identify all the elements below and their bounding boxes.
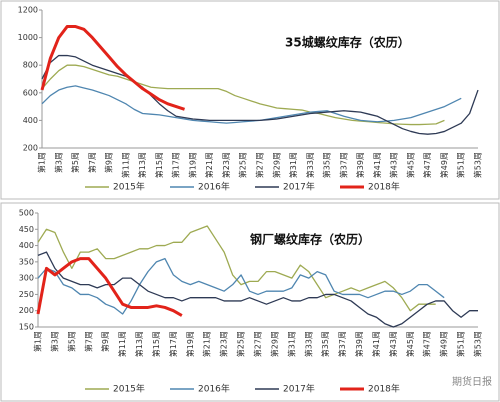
legend-label: 2015年 bbox=[113, 383, 145, 395]
line-series bbox=[41, 64, 445, 126]
x-tick-label: 第1周 bbox=[37, 152, 47, 173]
legend-label: 2018年 bbox=[368, 383, 400, 395]
x-tick-label: 第37周 bbox=[337, 331, 347, 357]
x-tick-label: 第9周 bbox=[100, 331, 110, 352]
y-tick-label: 200 bbox=[23, 144, 38, 153]
x-tick-label: 第33周 bbox=[305, 152, 315, 178]
x-tick-label: 第51周 bbox=[456, 152, 466, 178]
chart-title: 35城螺纹库存（农历） bbox=[285, 35, 410, 50]
x-tick-label: 第53周 bbox=[473, 152, 483, 178]
x-tick-label: 第49周 bbox=[439, 152, 449, 178]
x-tick-label: 第33周 bbox=[303, 331, 313, 357]
x-tick-label: 第7周 bbox=[87, 152, 97, 173]
line-series bbox=[37, 257, 445, 315]
x-tick-label: 第53周 bbox=[473, 331, 483, 357]
x-tick-label: 第21周 bbox=[202, 331, 212, 357]
x-tick-label: 第35周 bbox=[322, 152, 332, 178]
x-tick-label: 第15周 bbox=[151, 331, 161, 357]
x-tick-label: 第23周 bbox=[221, 152, 231, 178]
line-series bbox=[36, 257, 183, 317]
x-tick-label: 第43周 bbox=[388, 331, 398, 357]
y-tick-label: 150 bbox=[19, 323, 34, 332]
x-tick-label: 第21周 bbox=[204, 152, 214, 178]
x-tick-label: 第27周 bbox=[255, 152, 265, 178]
x-tick-label: 第31周 bbox=[288, 152, 298, 178]
bottom-panel bbox=[0, 202, 500, 402]
y-tick-label: 1000 bbox=[18, 33, 38, 42]
line-series bbox=[40, 25, 186, 111]
y-tick-label: 450 bbox=[19, 225, 34, 234]
y-tick-label: 1200 bbox=[18, 6, 38, 15]
x-tick-label: 第47周 bbox=[422, 152, 432, 178]
x-tick-label: 第13周 bbox=[137, 152, 147, 178]
legend-label: 2016年 bbox=[198, 383, 230, 395]
x-tick-label: 第3周 bbox=[49, 331, 59, 352]
y-tick-label: 800 bbox=[23, 61, 38, 70]
x-tick-label: 第9周 bbox=[104, 152, 114, 173]
line-series bbox=[41, 54, 479, 135]
x-tick-label: 第41周 bbox=[372, 152, 382, 178]
x-tick-label: 第19周 bbox=[185, 331, 195, 357]
x-tick-label: 第17周 bbox=[171, 152, 181, 178]
x-tick-label: 第39周 bbox=[354, 331, 364, 357]
y-tick-label: 350 bbox=[19, 257, 34, 266]
x-tick-label: 第15周 bbox=[154, 152, 164, 178]
x-tick-label: 第5周 bbox=[66, 331, 76, 352]
x-tick-label: 第31周 bbox=[286, 331, 296, 357]
x-tick-label: 第25周 bbox=[238, 152, 248, 178]
y-tick-label: 400 bbox=[19, 241, 34, 250]
x-tick-label: 第41周 bbox=[371, 331, 381, 357]
y-tick-label: 600 bbox=[23, 88, 38, 97]
chart-title: 钢厂螺纹库存（农历） bbox=[250, 232, 370, 247]
x-tick-label: 第11周 bbox=[117, 331, 127, 357]
x-tick-label: 第49周 bbox=[439, 331, 449, 357]
legend-label: 2016年 bbox=[198, 181, 230, 193]
x-tick-label: 第25周 bbox=[236, 331, 246, 357]
legend-label: 2018年 bbox=[368, 181, 400, 193]
x-tick-label: 第5周 bbox=[70, 152, 80, 173]
x-tick-label: 第19周 bbox=[187, 152, 197, 178]
x-tick-label: 第11周 bbox=[120, 152, 130, 178]
legend-label: 2017年 bbox=[283, 383, 315, 395]
x-tick-label: 第27周 bbox=[253, 331, 263, 357]
x-tick-label: 第43周 bbox=[389, 152, 399, 178]
x-tick-label: 第47周 bbox=[422, 331, 432, 357]
x-tick-label: 第23周 bbox=[219, 331, 229, 357]
x-tick-label: 第45周 bbox=[405, 331, 415, 357]
x-tick-label: 第29周 bbox=[269, 331, 279, 357]
legend-label: 2015年 bbox=[113, 181, 145, 193]
y-tick-label: 400 bbox=[23, 116, 38, 125]
x-tick-label: 第29周 bbox=[271, 152, 281, 178]
line-series bbox=[41, 85, 462, 124]
top-panel bbox=[0, 0, 500, 200]
x-tick-label: 第45周 bbox=[405, 152, 415, 178]
x-tick-label: 第39周 bbox=[355, 152, 365, 178]
x-tick-label: 第35周 bbox=[320, 331, 330, 357]
legend-label: 2017年 bbox=[283, 181, 315, 193]
x-tick-label: 第3周 bbox=[53, 152, 63, 173]
x-tick-label: 第7周 bbox=[83, 331, 93, 352]
y-tick-label: 200 bbox=[19, 306, 34, 315]
watermark: 期货日报 bbox=[452, 375, 492, 388]
x-tick-label: 第37周 bbox=[338, 152, 348, 178]
x-tick-label: 第1周 bbox=[33, 331, 43, 352]
x-tick-label: 第13周 bbox=[134, 331, 144, 357]
y-tick-label: 300 bbox=[19, 274, 34, 283]
x-tick-label: 第51周 bbox=[456, 331, 466, 357]
y-tick-label: 500 bbox=[19, 209, 34, 218]
y-tick-label: 250 bbox=[19, 290, 34, 299]
x-tick-label: 第17周 bbox=[168, 331, 178, 357]
